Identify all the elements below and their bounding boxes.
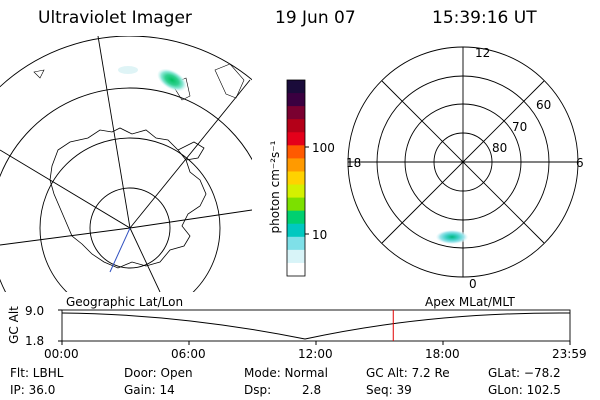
y-tick-label: 9.0 <box>25 304 45 318</box>
gain-status: Gain: 14 <box>124 383 175 397</box>
colorbar-segment <box>287 249 305 264</box>
door-status: Door: Open <box>124 366 193 380</box>
x-tick-label: 23:59 <box>552 347 587 361</box>
seq-status: Seq: 39 <box>366 383 412 397</box>
y-tick-label: 1.8 <box>25 334 45 348</box>
date-label: 19 Jun 07 <box>275 8 356 28</box>
colorbar-segment <box>287 145 305 159</box>
continent-outline <box>49 127 207 269</box>
app-title: Ultraviolet Imager <box>38 8 192 28</box>
altitude-panel <box>58 309 571 345</box>
colorbar-segment <box>287 106 305 120</box>
mode-status: Mode: Normal <box>244 366 328 380</box>
meridian-line <box>97 36 131 229</box>
coast-fragment <box>214 63 245 99</box>
colorbar-segment <box>287 262 305 277</box>
meridian-line <box>0 227 131 246</box>
apex-label: Apex MLat/MLT <box>425 295 515 309</box>
aurora-emission <box>157 68 187 92</box>
time-label: 15:39:16 UT <box>432 8 537 28</box>
colorbar-segment <box>287 223 305 238</box>
polar-plot <box>347 46 579 278</box>
colorbar <box>286 79 309 277</box>
geographic-map <box>0 36 252 292</box>
lat-circle-inner <box>89 187 171 269</box>
aurora-faint <box>118 66 138 74</box>
lat-label-80: 80 <box>492 141 508 155</box>
colorbar-segments <box>287 80 305 277</box>
track-line <box>109 227 131 273</box>
mlt-diagonal <box>381 80 545 244</box>
colorbar-segment <box>287 210 305 225</box>
peninsula-outline <box>177 141 205 161</box>
colorbar-segment <box>287 197 305 212</box>
colorbar-segment <box>287 80 305 94</box>
meridian-line <box>129 209 252 229</box>
mlt-label-0: 0 <box>469 277 477 291</box>
colorbar-segment <box>287 236 305 251</box>
lat-label-60: 60 <box>536 98 552 112</box>
dsp-value: 2.8 <box>302 383 322 397</box>
colorbar-unit-label: photon cm⁻²s⁻¹ <box>268 140 282 234</box>
x-tick-label: 00:00 <box>44 347 79 361</box>
x-tick-label: 06:00 <box>171 347 206 361</box>
colorbar-segment <box>287 132 305 146</box>
colorbar-segment <box>287 171 305 186</box>
colorbar-segment <box>287 93 305 107</box>
glon-status: GLon: 102.5 <box>488 383 561 397</box>
colorbar-tick-label: 10 <box>312 228 328 242</box>
mlt-label-18: 18 <box>346 156 362 170</box>
dsp-label: Dsp: <box>244 383 272 397</box>
coast-fragment <box>33 69 45 79</box>
filter-status: Flt: LBHL <box>10 366 64 380</box>
x-tick-label: 12:00 <box>298 347 333 361</box>
colorbar-segment <box>287 184 305 199</box>
mlt-label-6: 6 <box>576 156 584 170</box>
gc-alt-status: GC Alt: 7.2 Re <box>366 366 450 380</box>
colorbar-tick-label: 100 <box>312 141 335 155</box>
colorbar-segment <box>287 119 305 133</box>
ip-status: IP: 36.0 <box>10 383 56 397</box>
mlt-label-12: 12 <box>475 46 491 60</box>
lat-circle-mid <box>39 137 221 292</box>
colorbar-segment <box>287 158 305 172</box>
aurora-emission <box>436 230 468 244</box>
meridian-line <box>0 149 131 229</box>
meridian-line <box>129 79 251 229</box>
altitude-axis-label: GC Alt <box>7 306 21 344</box>
glat-status: GLat: −78.2 <box>488 366 561 380</box>
geographic-label: Geographic Lat/Lon <box>66 295 184 309</box>
altitude-curve <box>61 312 571 340</box>
x-tick-label: 18:00 <box>425 347 460 361</box>
lat-circle-outer <box>0 87 252 292</box>
meridian-line <box>129 227 161 292</box>
lat-label-70: 70 <box>512 120 528 134</box>
